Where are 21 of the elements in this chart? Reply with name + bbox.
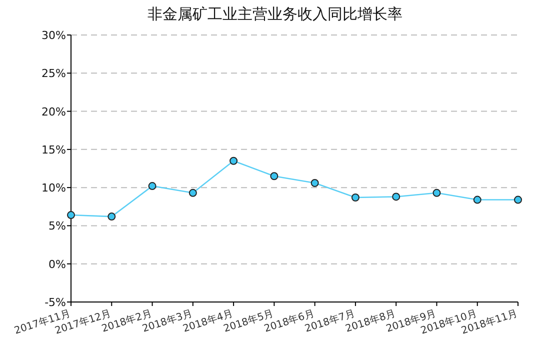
point [514, 196, 522, 204]
point [310, 178, 319, 187]
point [270, 172, 278, 180]
point [67, 211, 75, 220]
y-tick-label: 30% [42, 29, 66, 42]
point [148, 182, 156, 190]
y-tick-label: 0% [48, 258, 66, 271]
point [351, 193, 360, 202]
point [230, 156, 238, 165]
y-tick-label: 20% [42, 105, 66, 118]
point [188, 188, 197, 197]
y-tick-label: 25% [42, 67, 66, 80]
point [392, 192, 400, 201]
y-tick-label: 10% [42, 182, 66, 195]
y-tick-label: -5% [44, 296, 66, 309]
point [473, 196, 482, 204]
point [108, 212, 116, 221]
y-tick-label: 15% [42, 143, 66, 156]
chart-title: 非金属矿工业主营业务收入同比增长率 [148, 5, 402, 23]
point [432, 188, 441, 197]
y-tick-label: 5% [48, 220, 66, 233]
